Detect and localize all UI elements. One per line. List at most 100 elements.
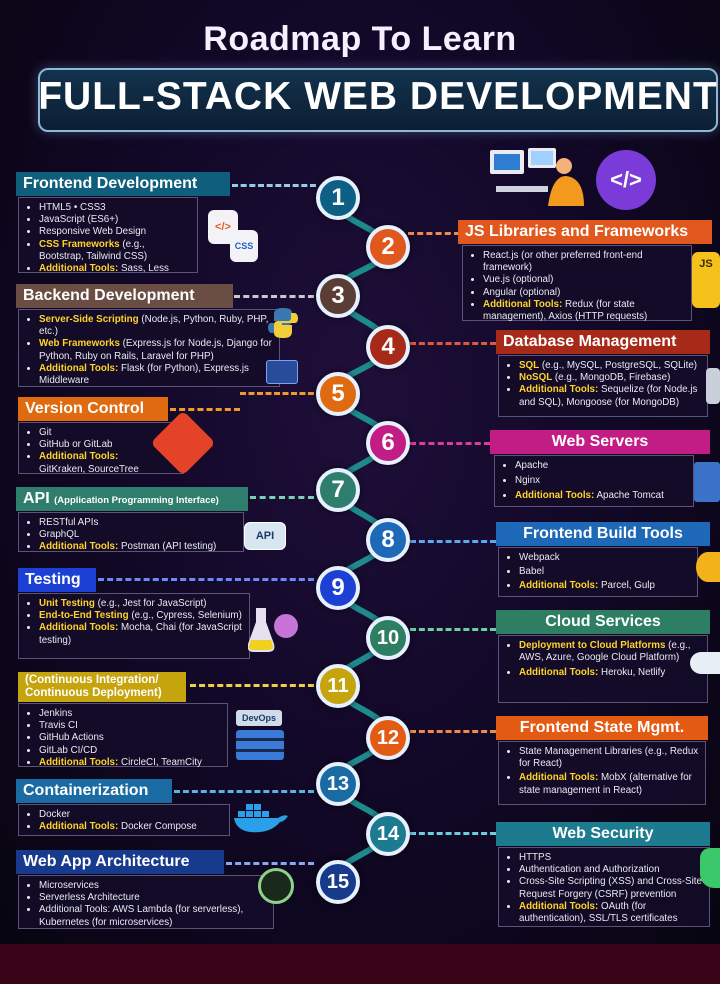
- docker-whale-icon: [234, 804, 288, 833]
- step-9-badge: 9: [316, 566, 360, 610]
- architecture-cube-icon: [258, 868, 294, 904]
- step-4-badge: 4: [366, 325, 410, 369]
- connector-5: [170, 408, 240, 411]
- cloud-icon: [690, 652, 720, 674]
- step-5-badge: 5: [316, 372, 360, 416]
- step-15-title: Web App Architecture: [16, 850, 224, 874]
- list-item: Additional Tools: Apache Tomcat: [515, 490, 687, 502]
- connector-12: [410, 730, 496, 733]
- step-2-card: React.js (or other preferred front-end f…: [462, 245, 692, 323]
- list-item: Babel: [519, 566, 691, 578]
- list-item: Additional Tools: AWS Lambda (for server…: [39, 904, 267, 928]
- html-file-icon: </>: [208, 210, 238, 244]
- step-8-card: Webpack Babel Additional Tools: Parcel, …: [498, 547, 698, 597]
- server-rack-icon: [694, 462, 720, 502]
- list-item: Additional Tools: Mocha, Chai (for JavaS…: [39, 622, 243, 646]
- list-item: Serverless Architecture: [39, 892, 267, 904]
- server-stack-icon: [236, 730, 284, 760]
- list-item: Microservices: [39, 880, 267, 892]
- list-item: Additional Tools: MobX (alternative for …: [519, 772, 699, 796]
- step-3-title: Backend Development: [16, 284, 233, 308]
- developer-illustration: [490, 148, 584, 206]
- list-item: Web Frameworks (Express.js for Node.js, …: [39, 338, 273, 362]
- list-item: Vue.js (optional): [483, 274, 685, 286]
- list-item: Unit Testing (e.g., Jest for JavaScript): [39, 598, 243, 610]
- step-4-title: Database Management: [496, 330, 710, 354]
- page-subtitle: Roadmap To Learn: [203, 20, 517, 58]
- connector-6: [410, 442, 490, 445]
- step-3-badge: 3: [316, 274, 360, 318]
- step-3-card: Server-Side Scripting (Node.js, Python, …: [18, 309, 280, 387]
- step-13-title: Containerization: [16, 779, 172, 803]
- step-2-badge: 2: [366, 225, 410, 269]
- list-item: Nginx: [515, 475, 687, 487]
- step-10-title: Cloud Services: [496, 610, 710, 634]
- step-8-title: Frontend Build Tools: [496, 522, 710, 546]
- step-13-card: Docker Additional Tools: Docker Compose: [18, 804, 230, 836]
- list-item: SQL (e.g., MySQL, PostgreSQL, SQLite): [519, 360, 701, 372]
- connector-8: [410, 540, 496, 543]
- step-12-badge: 12: [366, 716, 410, 760]
- list-item: Additional Tools: Docker Compose: [39, 821, 223, 833]
- step-15-card: Microservices Serverless Architecture Ad…: [18, 875, 274, 929]
- list-item: End-to-End Testing (e.g., Cypress, Selen…: [39, 610, 243, 622]
- step-10-badge: 10: [366, 616, 410, 660]
- list-item: Angular (optional): [483, 287, 685, 299]
- list-item: JavaScript (ES6+): [39, 214, 191, 226]
- page-title: FULL-STACK WEB DEVELOPMENT: [38, 75, 718, 118]
- connector-14: [410, 832, 496, 835]
- list-item: Additional Tools: Heroku, Netlify: [519, 667, 701, 679]
- step-1-card: HTML5 • CSS3 JavaScript (ES6+) Responsiv…: [18, 197, 198, 275]
- connector-11: [190, 684, 314, 687]
- connector-7: [250, 496, 314, 499]
- list-item: Authentication and Authorization: [519, 864, 703, 876]
- title-banner: [38, 68, 718, 132]
- list-item: Git: [39, 427, 177, 439]
- list-item: Additional Tools: GitKraken, SourceTree: [39, 451, 177, 475]
- step-1-badge: 1: [316, 176, 360, 220]
- list-item: CSS Frameworks (e.g., Bootstrap, Tailwin…: [39, 239, 191, 263]
- list-item: Docker: [39, 809, 223, 821]
- connector-9: [98, 578, 314, 581]
- gear-icon: [696, 552, 720, 582]
- connector-3: [234, 295, 314, 298]
- step-7-card: RESTful APIs GraphQL Additional Tools: P…: [18, 512, 244, 552]
- code-badge-icon: </>: [596, 150, 656, 210]
- list-item: GitHub or GitLab: [39, 439, 177, 451]
- list-item: Additional Tools: OAuth (for authenticat…: [519, 901, 703, 925]
- step-4-card: SQL (e.g., MySQL, PostgreSQL, SQLite) No…: [498, 355, 708, 417]
- api-window-icon: API: [244, 522, 286, 550]
- list-item: Server-Side Scripting (Node.js, Python, …: [39, 314, 273, 338]
- step-1-title: Frontend Development: [16, 172, 230, 196]
- footer-band: [0, 944, 720, 984]
- list-item: Jenkins: [39, 708, 221, 720]
- list-item: Webpack: [519, 552, 691, 564]
- step-12-card: State Management Libraries (e.g., Redux …: [498, 741, 706, 805]
- step-6-card: Apache Nginx Additional Tools: Apache To…: [494, 455, 694, 507]
- list-item: HTTPS: [519, 852, 703, 864]
- list-item: HTML5 • CSS3: [39, 202, 191, 214]
- database-icon: [706, 368, 720, 404]
- step-10-card: Deployment to Cloud Platforms (e.g., AWS…: [498, 635, 708, 703]
- list-item: Responsive Web Design: [39, 226, 191, 238]
- list-item: GitLab CI/CD: [39, 745, 221, 757]
- step-11-badge: 11: [316, 664, 360, 708]
- step-7-badge: 7: [316, 468, 360, 512]
- python-logo-icon: [268, 308, 298, 338]
- list-item: Additional Tools: Flask (for Python), Ex…: [39, 363, 273, 387]
- css-file-icon: CSS: [230, 230, 258, 262]
- list-item: Travis CI: [39, 720, 221, 732]
- step-14-badge: 14: [366, 812, 410, 856]
- step-6-title: Web Servers: [490, 430, 710, 454]
- list-item: Additional Tools: Redux (for state manag…: [483, 299, 685, 323]
- step-5-title: Version Control: [18, 397, 168, 421]
- list-item: GitHub Actions: [39, 732, 221, 744]
- connector-10: [410, 628, 496, 631]
- list-item: Additional Tools: Sequelize (for Node.js…: [519, 384, 701, 408]
- list-item: Additional Tools: Sass, Less: [39, 263, 191, 275]
- list-item: Additional Tools: Parcel, Gulp: [519, 580, 691, 592]
- step-12-title: Frontend State Mgmt.: [496, 716, 708, 740]
- connector-5b: [240, 392, 314, 395]
- step-8-badge: 8: [366, 518, 410, 562]
- connector-13: [174, 790, 314, 793]
